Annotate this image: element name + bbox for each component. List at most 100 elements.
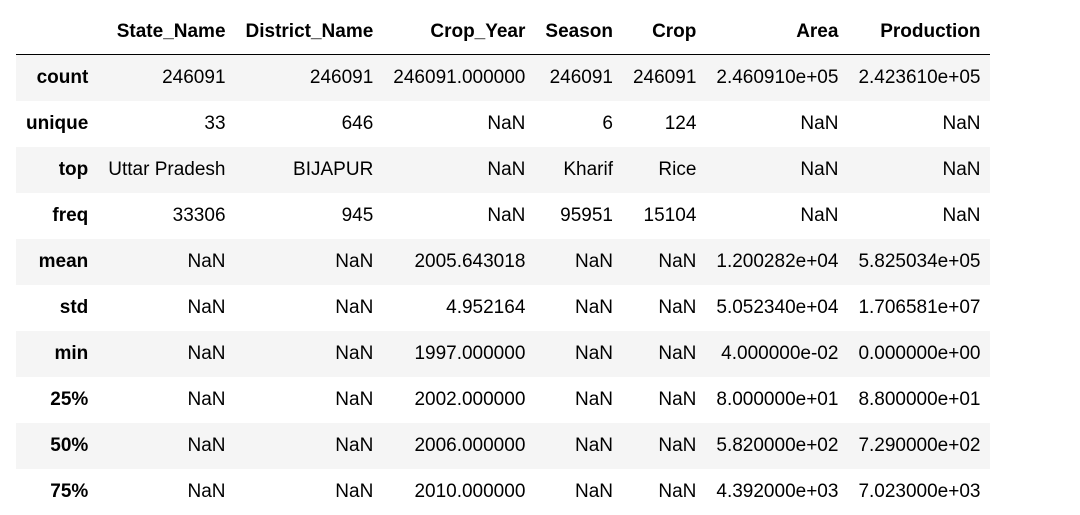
cell-season: Kharif: [535, 147, 623, 193]
cell-season: NaN: [535, 377, 623, 423]
cell-area: NaN: [706, 101, 848, 147]
cell-season: NaN: [535, 469, 623, 515]
cell-crop: 124: [623, 101, 706, 147]
cell-crop-year: 4.952164: [383, 285, 535, 331]
cell-season: NaN: [535, 331, 623, 377]
cell-season: 246091: [535, 55, 623, 102]
cell-crop-year: NaN: [383, 193, 535, 239]
cell-crop-year: 2006.000000: [383, 423, 535, 469]
cell-production: 0.000000e+00: [848, 331, 990, 377]
column-header-crop: Crop: [623, 10, 706, 55]
cell-crop: NaN: [623, 239, 706, 285]
row-label: min: [16, 331, 98, 377]
cell-crop-year: NaN: [383, 101, 535, 147]
cell-crop: Rice: [623, 147, 706, 193]
cell-area: 4.000000e-02: [706, 331, 848, 377]
cell-area: 8.000000e+01: [706, 377, 848, 423]
cell-district-name: NaN: [236, 331, 384, 377]
cell-crop-year: 2002.000000: [383, 377, 535, 423]
cell-crop: NaN: [623, 423, 706, 469]
cell-district-name: NaN: [236, 239, 384, 285]
cell-crop: NaN: [623, 285, 706, 331]
column-header-crop-year: Crop_Year: [383, 10, 535, 55]
cell-state-name: Uttar Pradesh: [98, 147, 235, 193]
cell-area: NaN: [706, 193, 848, 239]
cell-area: 4.392000e+03: [706, 469, 848, 515]
column-header-state-name: State_Name: [98, 10, 235, 55]
cell-area: 5.820000e+02: [706, 423, 848, 469]
cell-season: 95951: [535, 193, 623, 239]
cell-crop: NaN: [623, 469, 706, 515]
cell-production: NaN: [848, 147, 990, 193]
row-label: freq: [16, 193, 98, 239]
cell-crop-year: NaN: [383, 147, 535, 193]
cell-district-name: NaN: [236, 469, 384, 515]
cell-state-name: 33: [98, 101, 235, 147]
column-header-area: Area: [706, 10, 848, 55]
cell-production: 1.706581e+07: [848, 285, 990, 331]
cell-area: 1.200282e+04: [706, 239, 848, 285]
describe-table: State_Name District_Name Crop_Year Seaso…: [16, 10, 990, 515]
cell-district-name: 646: [236, 101, 384, 147]
cell-crop-year: 246091.000000: [383, 55, 535, 102]
cell-district-name: 246091: [236, 55, 384, 102]
cell-district-name: NaN: [236, 423, 384, 469]
cell-state-name: NaN: [98, 469, 235, 515]
cell-state-name: 33306: [98, 193, 235, 239]
cell-state-name: NaN: [98, 423, 235, 469]
cell-area: NaN: [706, 147, 848, 193]
row-label: unique: [16, 101, 98, 147]
row-label: count: [16, 55, 98, 102]
cell-state-name: NaN: [98, 285, 235, 331]
header-row: State_Name District_Name Crop_Year Seaso…: [16, 10, 990, 55]
row-label: std: [16, 285, 98, 331]
column-header-season: Season: [535, 10, 623, 55]
row-label: 75%: [16, 469, 98, 515]
table-header: State_Name District_Name Crop_Year Seaso…: [16, 10, 990, 55]
cell-district-name: NaN: [236, 285, 384, 331]
cell-district-name: 945: [236, 193, 384, 239]
cell-crop: 15104: [623, 193, 706, 239]
cell-production: 7.023000e+03: [848, 469, 990, 515]
cell-district-name: NaN: [236, 377, 384, 423]
cell-crop: NaN: [623, 377, 706, 423]
cell-state-name: NaN: [98, 331, 235, 377]
column-header-index: [16, 10, 98, 55]
cell-production: 8.800000e+01: [848, 377, 990, 423]
cell-crop-year: 2005.643018: [383, 239, 535, 285]
column-header-district-name: District_Name: [236, 10, 384, 55]
cell-crop: 246091: [623, 55, 706, 102]
cell-crop-year: 1997.000000: [383, 331, 535, 377]
column-header-production: Production: [848, 10, 990, 55]
row-label: 50%: [16, 423, 98, 469]
cell-production: NaN: [848, 101, 990, 147]
cell-crop: NaN: [623, 331, 706, 377]
cell-crop-year: 2010.000000: [383, 469, 535, 515]
cell-district-name: BIJAPUR: [236, 147, 384, 193]
cell-production: 5.825034e+05: [848, 239, 990, 285]
cell-state-name: NaN: [98, 239, 235, 285]
cell-production: NaN: [848, 193, 990, 239]
cell-production: 2.423610e+05: [848, 55, 990, 102]
cell-area: 2.460910e+05: [706, 55, 848, 102]
cell-area: 5.052340e+04: [706, 285, 848, 331]
row-label: top: [16, 147, 98, 193]
cell-state-name: 246091: [98, 55, 235, 102]
cell-season: NaN: [535, 285, 623, 331]
cell-production: 7.290000e+02: [848, 423, 990, 469]
cell-season: 6: [535, 101, 623, 147]
cell-season: NaN: [535, 239, 623, 285]
row-label: mean: [16, 239, 98, 285]
